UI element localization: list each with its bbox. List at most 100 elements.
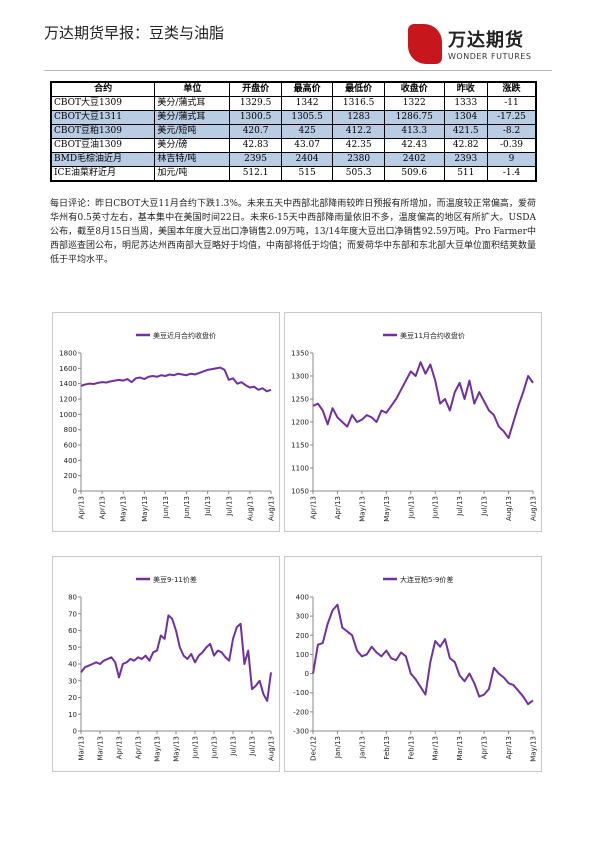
y-tick-label: 80 xyxy=(68,594,77,602)
table-cell: 2402 xyxy=(383,152,445,167)
table-cell: 511 xyxy=(443,166,489,182)
x-tick-label: Jan/13 xyxy=(334,736,342,759)
x-tick-label: Feb/13 xyxy=(407,736,415,760)
y-tick-label: 1600 xyxy=(59,365,77,373)
table-row: CBOT大豆1309 美分/蒲式耳 1329.5 1342 1316.5 1322 1333… xyxy=(50,96,537,111)
x-tick-label: Apr/13 xyxy=(78,496,86,519)
x-tick-label: Jun/13 xyxy=(162,496,170,519)
x-tick-label: Jul/13 xyxy=(230,736,238,757)
table-cell: 美分/蒲式耳 xyxy=(154,96,231,111)
x-tick-label: Aug/13 xyxy=(246,496,254,521)
y-tick-label: 1150 xyxy=(291,442,309,450)
x-tick-label: May/13 xyxy=(141,496,149,522)
y-tick-label: 1400 xyxy=(59,380,77,388)
table-cell: 林吉特/吨 xyxy=(154,152,231,167)
y-tick-label: 1200 xyxy=(291,419,309,427)
y-tick-label: 40 xyxy=(68,661,77,669)
y-tick-label: 600 xyxy=(64,442,77,450)
series-line xyxy=(80,614,272,702)
table-cell: 1342 xyxy=(280,96,334,111)
header-cell: 最高价 xyxy=(280,81,334,97)
x-tick-label: Mar/13 xyxy=(97,736,105,760)
table-cell: 美分/蒲式耳 xyxy=(154,110,231,125)
table-cell: 42.43 xyxy=(383,138,445,153)
y-tick-label: 1800 xyxy=(59,350,77,358)
x-tick-label: Apr/13 xyxy=(481,736,489,759)
table-cell: 42.82 xyxy=(443,138,489,153)
table-cell: 2380 xyxy=(332,152,385,167)
table-cell: 加元/吨 xyxy=(154,166,231,182)
y-tick-label: 300 xyxy=(296,613,309,621)
table-row: ICE油菜籽近月 加元/吨 512.1 515 505.3 509.6 511 -1.4 xyxy=(50,166,537,182)
y-tick-label: -200 xyxy=(293,708,309,716)
x-tick-label: Jun/13 xyxy=(432,496,440,519)
logo: 万达期货 WONDER FUTURES xyxy=(408,22,548,72)
table-cell: CBOT豆粕1309 xyxy=(50,124,156,139)
x-tick-label: Mar/13 xyxy=(78,736,86,760)
table-cell: 1286.75 xyxy=(383,110,445,125)
x-tick-label: Aug/13 xyxy=(530,496,538,521)
y-tick-label: 60 xyxy=(68,627,77,635)
table-cell: 美元/短吨 xyxy=(154,124,231,139)
x-tick-label: Jun/13 xyxy=(192,736,200,759)
divider xyxy=(44,70,552,71)
table-cell: 美分/磅 xyxy=(154,138,231,153)
legend-label: 大连豆粕5-9价差 xyxy=(400,575,453,584)
x-tick-label: Apr/13 xyxy=(135,736,143,759)
y-tick-label: 30 xyxy=(68,677,77,685)
series-line xyxy=(80,366,272,393)
logo-mark xyxy=(408,24,442,64)
y-tick-label: 1000 xyxy=(59,411,77,419)
chart: 0 10 20 30 40 50 60 70 80 Mar/13 Mar/13 Apr/13 Apr/1… xyxy=(68,575,276,762)
chart: 1050 1100 1150 1200 1250 1300 1350 Apr/13 Apr/13… xyxy=(291,331,538,522)
x-tick-label: Mar/13 xyxy=(432,736,440,760)
header-cell: 涨跌 xyxy=(487,81,537,97)
chart-box: 0 200 400 600 800 1000 1200 1400 1600 1800 Apr/13 A… xyxy=(52,312,280,532)
x-tick-label: Apr/13 xyxy=(310,496,318,519)
table-cell: -17.25 xyxy=(487,110,537,125)
table-cell: ICE油菜籽近月 xyxy=(50,166,156,182)
chart: 0 200 400 600 800 1000 1200 1400 1600 1800 Apr/13 A… xyxy=(59,331,276,522)
x-tick-label: Apr/13 xyxy=(116,736,124,759)
x-tick-label: Apr/13 xyxy=(334,496,342,519)
commentary: 每日评论：昨日CBOT大豆11月合约下跌1.3%。未来五天中西部北部降雨较昨日预… xyxy=(50,199,537,265)
x-tick-label: Jun/13 xyxy=(407,496,415,519)
table-cell: 42.35 xyxy=(332,138,385,153)
header-cell: 昨收 xyxy=(443,81,489,97)
x-tick-label: Jun/13 xyxy=(183,496,191,519)
table-cell: 515 xyxy=(280,166,334,182)
table-cell: CBOT豆油1309 xyxy=(50,138,156,153)
y-tick-label: 20 xyxy=(68,694,77,702)
chart: -300 -200 -100 0 100 200 300 400 Dec/12 Jan/13 Jan… xyxy=(293,575,537,762)
table-cell: CBOT大豆1309 xyxy=(50,96,156,111)
x-tick-label: Feb/13 xyxy=(383,736,391,760)
x-tick-label: Aug/13 xyxy=(268,736,276,761)
table-cell: 1316.5 xyxy=(332,96,385,111)
table-cell: 425 xyxy=(280,124,334,139)
x-tick-label: Jun/13 xyxy=(211,736,219,759)
table-cell: 1322 xyxy=(383,96,445,111)
y-tick-label: 70 xyxy=(68,610,77,618)
x-tick-label: Aug/13 xyxy=(505,496,513,521)
table-cell: -8.2 xyxy=(487,124,537,139)
y-tick-label: 1100 xyxy=(291,465,309,473)
table-cell: 2393 xyxy=(443,152,489,167)
y-tick-label: 1200 xyxy=(59,396,77,404)
table-cell: 1300.5 xyxy=(229,110,282,125)
x-tick-label: Aug/13 xyxy=(268,496,276,521)
table-cell: 42.83 xyxy=(229,138,282,153)
y-tick-label: 400 xyxy=(296,594,309,602)
x-tick-label: Apr/13 xyxy=(99,496,107,519)
y-tick-label: 100 xyxy=(296,651,309,659)
x-tick-label: May/13 xyxy=(173,736,181,762)
x-tick-label: Dec/12 xyxy=(310,736,318,761)
x-tick-label: Jul/13 xyxy=(481,496,489,517)
chart-box: 0 10 20 30 40 50 60 70 80 Mar/13 Mar/13 Apr/13 Apr/1… xyxy=(52,556,280,772)
logo-subtext: WONDER FUTURES xyxy=(448,52,532,61)
x-tick-label: May/13 xyxy=(154,736,162,762)
y-tick-label: 1050 xyxy=(291,488,309,496)
table-cell: 1333 xyxy=(443,96,489,111)
header-cell: 单位 xyxy=(154,81,231,97)
y-tick-label: 1350 xyxy=(291,350,309,358)
